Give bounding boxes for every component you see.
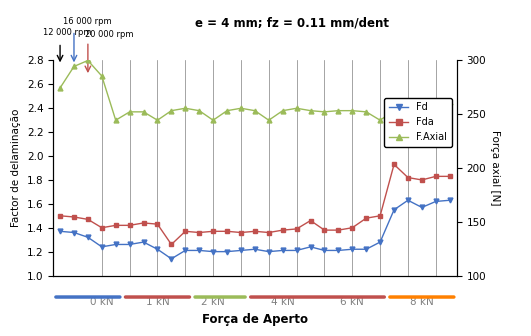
Legend: Fd, Fda, F.Axial: Fd, Fda, F.Axial bbox=[384, 97, 452, 147]
Y-axis label: Factor de delaminação: Factor de delaminação bbox=[11, 109, 21, 227]
Text: 16 000 rpm: 16 000 rpm bbox=[63, 17, 112, 26]
Y-axis label: Força axial [N]: Força axial [N] bbox=[490, 130, 500, 206]
Text: e = 4 mm; fz = 0.11 mm/dent: e = 4 mm; fz = 0.11 mm/dent bbox=[195, 17, 389, 30]
X-axis label: Força de Aperto: Força de Aperto bbox=[202, 312, 308, 326]
Text: 20 000 rpm: 20 000 rpm bbox=[85, 30, 134, 39]
Text: 12 000 rpm: 12 000 rpm bbox=[44, 28, 92, 37]
